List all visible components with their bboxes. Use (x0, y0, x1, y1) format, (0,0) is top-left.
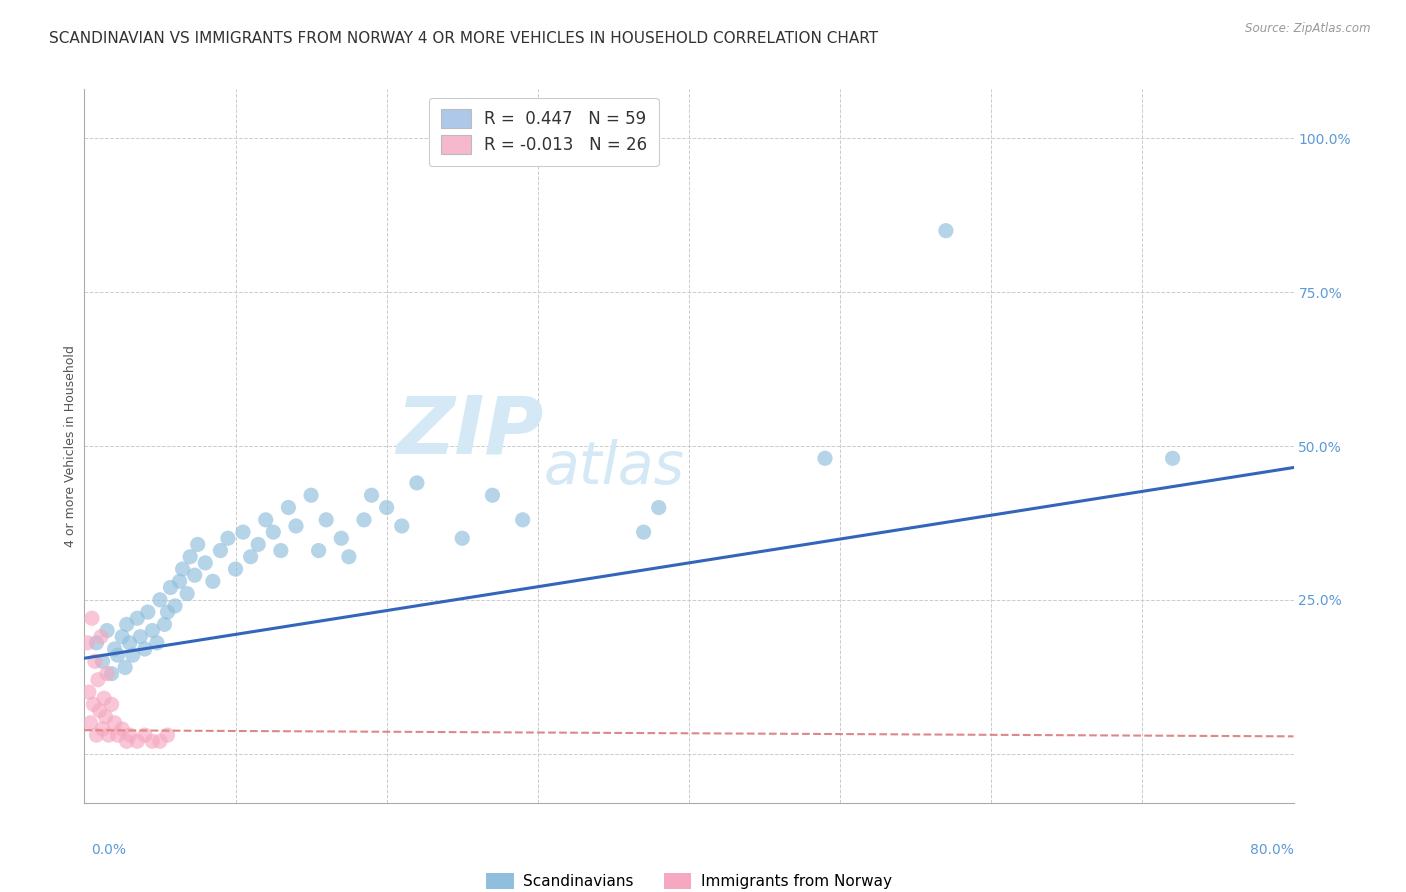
Y-axis label: 4 or more Vehicles in Household: 4 or more Vehicles in Household (65, 345, 77, 547)
Point (194, 556, 217, 570)
Point (209, 543, 232, 558)
Point (129, 630, 152, 644)
Point (337, 549, 360, 564)
Point (115, 734, 138, 748)
Point (91, 722, 114, 736)
Point (80, 611, 103, 625)
Point (77, 685, 100, 699)
Point (201, 574, 224, 589)
Point (247, 537, 270, 551)
Point (239, 549, 262, 564)
Point (360, 488, 382, 502)
Point (254, 513, 277, 527)
Point (481, 488, 503, 502)
Point (121, 648, 143, 662)
Point (115, 617, 138, 632)
Point (375, 500, 398, 515)
Point (86, 636, 108, 650)
Text: SCANDINAVIAN VS IMMIGRANTS FROM NORWAY 4 OR MORE VEHICLES IN HOUSEHOLD CORRELATI: SCANDINAVIAN VS IMMIGRANTS FROM NORWAY 4… (49, 31, 879, 46)
Point (232, 525, 254, 540)
Point (648, 500, 671, 515)
Point (217, 531, 239, 545)
Point (633, 525, 655, 540)
Point (512, 513, 534, 527)
Text: ZIP: ZIP (396, 392, 544, 471)
Point (315, 513, 337, 527)
Point (935, 224, 957, 238)
Point (127, 734, 149, 748)
Point (97, 728, 120, 742)
Point (179, 549, 201, 564)
Point (353, 513, 375, 527)
Point (141, 734, 163, 748)
Point (285, 519, 308, 533)
Point (146, 636, 169, 650)
Point (451, 531, 474, 545)
Point (96, 624, 118, 638)
Point (93, 691, 115, 706)
Text: atlas: atlas (544, 439, 685, 496)
Point (104, 642, 127, 657)
Point (118, 728, 141, 742)
Point (82, 698, 104, 712)
Point (172, 562, 194, 576)
Point (96, 666, 118, 681)
Point (149, 592, 172, 607)
Point (114, 660, 136, 674)
Point (134, 642, 156, 657)
Point (84, 654, 107, 668)
Point (308, 543, 330, 558)
Point (90, 630, 112, 644)
Point (156, 728, 179, 742)
Point (153, 617, 176, 632)
Point (94, 709, 117, 723)
Text: 0.0%: 0.0% (91, 843, 127, 857)
Point (76, 636, 98, 650)
Point (262, 525, 284, 540)
Point (107, 648, 129, 662)
Point (89, 704, 111, 718)
Point (270, 543, 292, 558)
Point (159, 581, 181, 595)
Point (127, 611, 149, 625)
Point (118, 636, 141, 650)
Point (814, 451, 837, 466)
Point (330, 531, 353, 545)
Point (299, 488, 322, 502)
Point (406, 475, 429, 490)
Point (183, 568, 205, 582)
Point (165, 599, 187, 613)
Point (134, 728, 156, 742)
Point (141, 624, 163, 638)
Point (156, 605, 179, 619)
Text: 80.0%: 80.0% (1250, 843, 1294, 857)
Point (91, 654, 114, 668)
Point (176, 587, 198, 601)
Legend: Scandinavians, Immigrants from Norway: Scandinavians, Immigrants from Norway (479, 867, 898, 892)
Point (169, 574, 191, 589)
Point (225, 562, 247, 576)
Point (107, 728, 129, 742)
Point (391, 519, 413, 533)
Point (1161, 451, 1184, 466)
Point (104, 715, 127, 730)
Text: Source: ZipAtlas.com: Source: ZipAtlas.com (1246, 22, 1371, 36)
Point (136, 605, 159, 619)
Point (187, 537, 209, 551)
Point (111, 630, 134, 644)
Point (277, 500, 299, 515)
Point (149, 734, 172, 748)
Point (87, 673, 110, 687)
Point (100, 698, 122, 712)
Point (86, 728, 108, 742)
Point (111, 722, 134, 736)
Point (100, 666, 122, 681)
Point (79, 715, 101, 730)
